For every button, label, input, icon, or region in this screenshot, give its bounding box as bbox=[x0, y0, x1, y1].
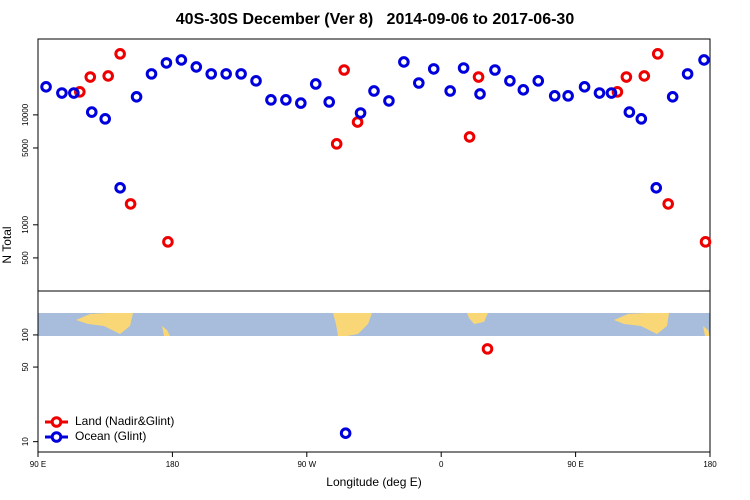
point bbox=[250, 75, 262, 87]
point bbox=[130, 91, 143, 103]
point bbox=[681, 68, 694, 80]
point bbox=[623, 106, 636, 118]
point bbox=[504, 75, 516, 87]
point bbox=[265, 94, 277, 106]
point bbox=[651, 48, 664, 60]
y-tick-label: 50 bbox=[21, 362, 30, 371]
point bbox=[635, 113, 648, 125]
point bbox=[309, 78, 322, 90]
point bbox=[114, 182, 126, 194]
point bbox=[481, 343, 494, 355]
chart-title: 40S-30S December (Ver 8) 2014-09-06 to 2… bbox=[176, 11, 575, 28]
y-axis-label: N Total bbox=[0, 226, 14, 263]
point bbox=[351, 116, 364, 128]
point bbox=[578, 81, 591, 93]
point bbox=[124, 198, 137, 210]
point bbox=[620, 71, 633, 83]
point bbox=[611, 86, 624, 98]
point bbox=[205, 68, 218, 80]
point bbox=[190, 61, 203, 73]
x-tick-label: 90 W bbox=[297, 460, 316, 469]
y-tick-label: 5000 bbox=[21, 139, 30, 157]
point bbox=[532, 75, 545, 87]
point bbox=[457, 62, 470, 74]
point bbox=[354, 107, 367, 119]
legend-marker bbox=[50, 416, 63, 428]
legend-label: Land (Nadir&Glint) bbox=[75, 414, 174, 428]
point bbox=[85, 106, 98, 118]
point bbox=[280, 94, 292, 106]
x-tick-label: 90 E bbox=[30, 460, 46, 469]
point bbox=[338, 64, 350, 76]
y-tick-label: 500 bbox=[21, 251, 30, 265]
y-tick-label: 10000 bbox=[21, 103, 30, 126]
map-band bbox=[38, 313, 710, 336]
point bbox=[698, 54, 710, 66]
point bbox=[68, 87, 80, 99]
point bbox=[175, 54, 188, 66]
point bbox=[295, 97, 307, 109]
point bbox=[463, 131, 476, 143]
x-tick-label: 180 bbox=[703, 460, 717, 469]
y-tick-label: 10 bbox=[21, 437, 30, 446]
point bbox=[638, 70, 651, 82]
x-tick-label: 90 E bbox=[567, 460, 583, 469]
y-tick-label: 1000 bbox=[21, 215, 30, 233]
point bbox=[160, 57, 173, 69]
point bbox=[220, 68, 232, 80]
point bbox=[323, 96, 336, 108]
point bbox=[40, 81, 52, 93]
point bbox=[114, 48, 126, 60]
point bbox=[368, 85, 380, 97]
point bbox=[102, 70, 114, 82]
point bbox=[548, 90, 561, 102]
point bbox=[444, 85, 456, 97]
point bbox=[650, 182, 663, 194]
legend-marker bbox=[50, 431, 63, 443]
point bbox=[413, 77, 425, 89]
x-axis-label: Longitude (deg E) bbox=[326, 475, 421, 489]
point bbox=[427, 63, 440, 75]
point bbox=[74, 86, 86, 98]
point bbox=[383, 95, 395, 107]
point bbox=[699, 236, 712, 248]
point bbox=[517, 84, 530, 96]
point bbox=[489, 64, 501, 76]
point bbox=[56, 87, 68, 99]
point bbox=[339, 427, 352, 440]
point bbox=[330, 138, 343, 150]
legend-label: Ocean (Glint) bbox=[75, 429, 146, 443]
x-tick-label: 0 bbox=[439, 460, 444, 469]
point bbox=[474, 88, 486, 100]
point bbox=[472, 71, 485, 83]
point bbox=[593, 87, 606, 99]
y-tick-label: 100 bbox=[21, 328, 30, 342]
x-tick-label: 180 bbox=[166, 460, 180, 469]
point bbox=[145, 68, 158, 80]
point bbox=[666, 91, 679, 103]
point bbox=[235, 68, 247, 80]
point bbox=[562, 90, 574, 102]
point bbox=[99, 113, 111, 125]
point bbox=[162, 236, 174, 248]
point bbox=[398, 56, 410, 68]
point bbox=[662, 198, 674, 210]
point bbox=[605, 87, 618, 99]
point bbox=[84, 71, 97, 83]
